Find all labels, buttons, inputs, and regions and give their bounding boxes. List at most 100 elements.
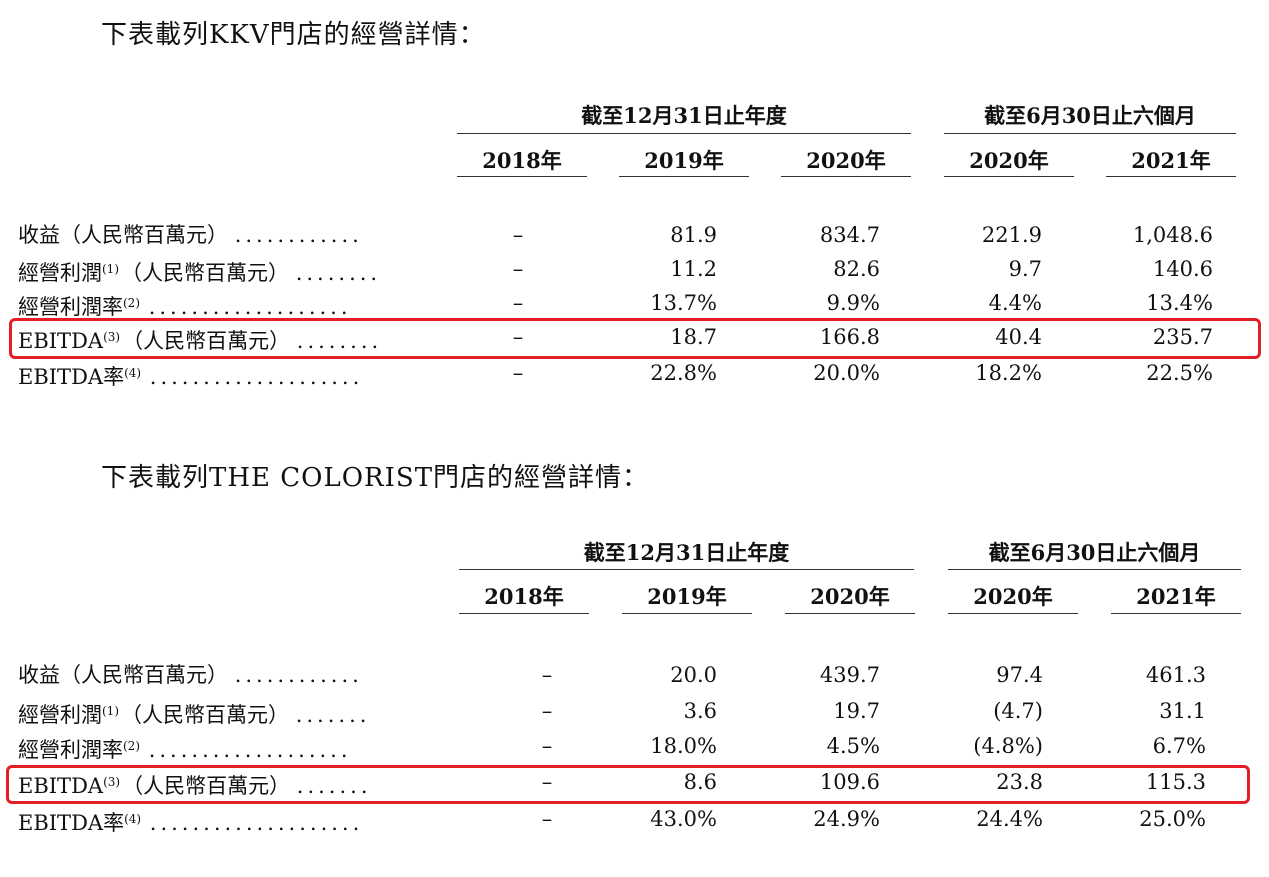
column-header-rule bbox=[1111, 613, 1241, 614]
table-cell: 9.9% bbox=[826, 291, 880, 315]
column-header: 2020年 bbox=[973, 584, 1053, 609]
table-row: EBITDA率(4) .................... – 22.8% 20.… bbox=[0, 356, 1269, 390]
column-header: 2019年 bbox=[644, 148, 724, 173]
column-header-rule bbox=[622, 613, 752, 614]
footnote-marker: (4) bbox=[124, 366, 142, 380]
table-cell: 235.7 bbox=[1152, 325, 1213, 349]
table-cell: 20.0 bbox=[670, 663, 717, 687]
table-cell: 19.7 bbox=[833, 699, 880, 723]
metric-name: 經營利潤率 bbox=[18, 738, 123, 762]
leader-dots: ............ bbox=[234, 663, 363, 687]
table-cell: – bbox=[512, 257, 524, 281]
metric-unit: （人民幣百萬元） bbox=[121, 703, 289, 727]
metric-name: 經營利潤率 bbox=[18, 295, 123, 319]
column-header-rule bbox=[781, 176, 911, 177]
row-label: EBITDA(3)（人民幣百萬元） ....... bbox=[18, 765, 372, 803]
table-cell: – bbox=[541, 699, 553, 723]
row-label: 經營利潤(1)（人民幣百萬元） ........ bbox=[18, 252, 381, 290]
column-header-rule bbox=[457, 176, 587, 177]
table-cell: 20.0% bbox=[813, 361, 880, 385]
column-header: 2021年 bbox=[1131, 148, 1211, 173]
row-label: 經營利潤率(2) ................... bbox=[18, 286, 352, 324]
metric-name: 收益 bbox=[18, 663, 60, 687]
metric-unit: （人民幣百萬元） bbox=[60, 663, 228, 687]
leader-dots: .................... bbox=[149, 365, 364, 389]
table-cell: – bbox=[512, 361, 524, 385]
table-cell: 43.0% bbox=[650, 807, 717, 831]
table-cell: 461.3 bbox=[1145, 663, 1206, 687]
group-header-rule bbox=[948, 569, 1241, 570]
table-cell: – bbox=[512, 223, 524, 247]
table-cell: 439.7 bbox=[819, 663, 880, 687]
leader-dots: ............ bbox=[234, 223, 363, 247]
leader-dots: ........ bbox=[296, 329, 383, 353]
column-header: 2018年 bbox=[484, 584, 564, 609]
table-cell: 9.7 bbox=[1008, 257, 1042, 281]
table-cell: 3.6 bbox=[683, 699, 717, 723]
table-cell: 221.9 bbox=[981, 223, 1042, 247]
table-cell: 115.3 bbox=[1145, 770, 1206, 794]
group-header-rule bbox=[459, 569, 914, 570]
column-header-rule bbox=[619, 176, 749, 177]
leader-dots: ....... bbox=[296, 774, 372, 798]
table-cell: – bbox=[541, 663, 553, 687]
table-cell: 23.8 bbox=[996, 770, 1043, 794]
metric-name: EBITDA率 bbox=[18, 365, 125, 389]
metric-name: 收益 bbox=[18, 223, 60, 247]
table-cell: – bbox=[541, 770, 553, 794]
section-intro: 下表載列KKV門店的經營詳情： bbox=[101, 20, 486, 50]
footnote-marker: (4) bbox=[124, 812, 142, 826]
leader-dots: ........ bbox=[295, 261, 382, 285]
table-row: 經營利潤(1)（人民幣百萬元） ....... – 3.6 19.7 (4.7) 31.1 bbox=[0, 694, 1269, 728]
footnote-marker: (2) bbox=[123, 739, 140, 753]
period-group-header: 截至12月31日止年度 bbox=[583, 540, 790, 565]
leader-dots: ................... bbox=[148, 738, 352, 762]
table-cell: 25.0% bbox=[1139, 807, 1206, 831]
table-cell: 24.4% bbox=[976, 807, 1043, 831]
table-cell: – bbox=[541, 734, 553, 758]
table-cell: 11.2 bbox=[670, 257, 717, 281]
column-header-rule bbox=[785, 613, 915, 614]
row-label: 經營利潤率(2) ................... bbox=[18, 729, 352, 767]
period-group-header: 截至6月30日止六個月 bbox=[984, 103, 1196, 128]
table-cell: 4.4% bbox=[988, 291, 1042, 315]
table-row: 經營利潤率(2) ................... – 18.0% 4.5% (4… bbox=[0, 729, 1269, 763]
column-header: 2021年 bbox=[1136, 584, 1216, 609]
table-row: 經營利潤(1)（人民幣百萬元） ........ – 11.2 82.6 9.7 140.… bbox=[0, 252, 1269, 286]
table-cell: 834.7 bbox=[819, 223, 880, 247]
row-label: 收益（人民幣百萬元） ............ bbox=[18, 218, 363, 252]
metric-name: EBITDA bbox=[18, 329, 104, 353]
table-row: EBITDA率(4) .................... – 43.0% 24.… bbox=[0, 802, 1269, 836]
row-label: EBITDA率(4) .................... bbox=[18, 802, 363, 840]
row-label: 收益（人民幣百萬元） ............ bbox=[18, 658, 363, 692]
footnote-marker: (1) bbox=[102, 262, 119, 276]
table-cell: 8.6 bbox=[683, 770, 717, 794]
metric-name: EBITDA率 bbox=[18, 811, 125, 835]
table-cell: 82.6 bbox=[833, 257, 880, 281]
row-label: EBITDA(3)（人民幣百萬元） ........ bbox=[18, 320, 382, 358]
table-cell: 6.7% bbox=[1152, 734, 1206, 758]
column-header: 2020年 bbox=[806, 148, 886, 173]
table-cell: 109.6 bbox=[819, 770, 880, 794]
metric-unit: （人民幣百萬元） bbox=[122, 329, 291, 353]
row-label: EBITDA率(4) .................... bbox=[18, 356, 363, 394]
metric-name: 經營利潤 bbox=[18, 261, 102, 285]
table-cell: 81.9 bbox=[670, 223, 717, 247]
table-cell: 13.4% bbox=[1146, 291, 1213, 315]
group-header-rule bbox=[457, 133, 911, 134]
table-cell: 22.8% bbox=[650, 361, 717, 385]
column-header-rule bbox=[1106, 176, 1236, 177]
table-cell: 18.2% bbox=[975, 361, 1042, 385]
table-cell: 140.6 bbox=[1152, 257, 1213, 281]
table-row: 收益（人民幣百萬元） ............ – 81.9 834.7 221.9 1,… bbox=[0, 218, 1269, 252]
column-header: 2019年 bbox=[647, 584, 727, 609]
table-cell: (4.8%) bbox=[973, 734, 1043, 758]
table-cell: – bbox=[541, 807, 553, 831]
footnote-marker: (2) bbox=[123, 296, 140, 310]
table-row: 經營利潤率(2) ................... – 13.7% 9.9% 4.… bbox=[0, 286, 1269, 320]
table-cell: 31.1 bbox=[1159, 699, 1206, 723]
table-row: 收益（人民幣百萬元） ............ – 20.0 439.7 97.4 461… bbox=[0, 658, 1269, 692]
column-header: 2020年 bbox=[969, 148, 1049, 173]
table-cell: 4.5% bbox=[826, 734, 880, 758]
table-cell: 24.9% bbox=[813, 807, 880, 831]
